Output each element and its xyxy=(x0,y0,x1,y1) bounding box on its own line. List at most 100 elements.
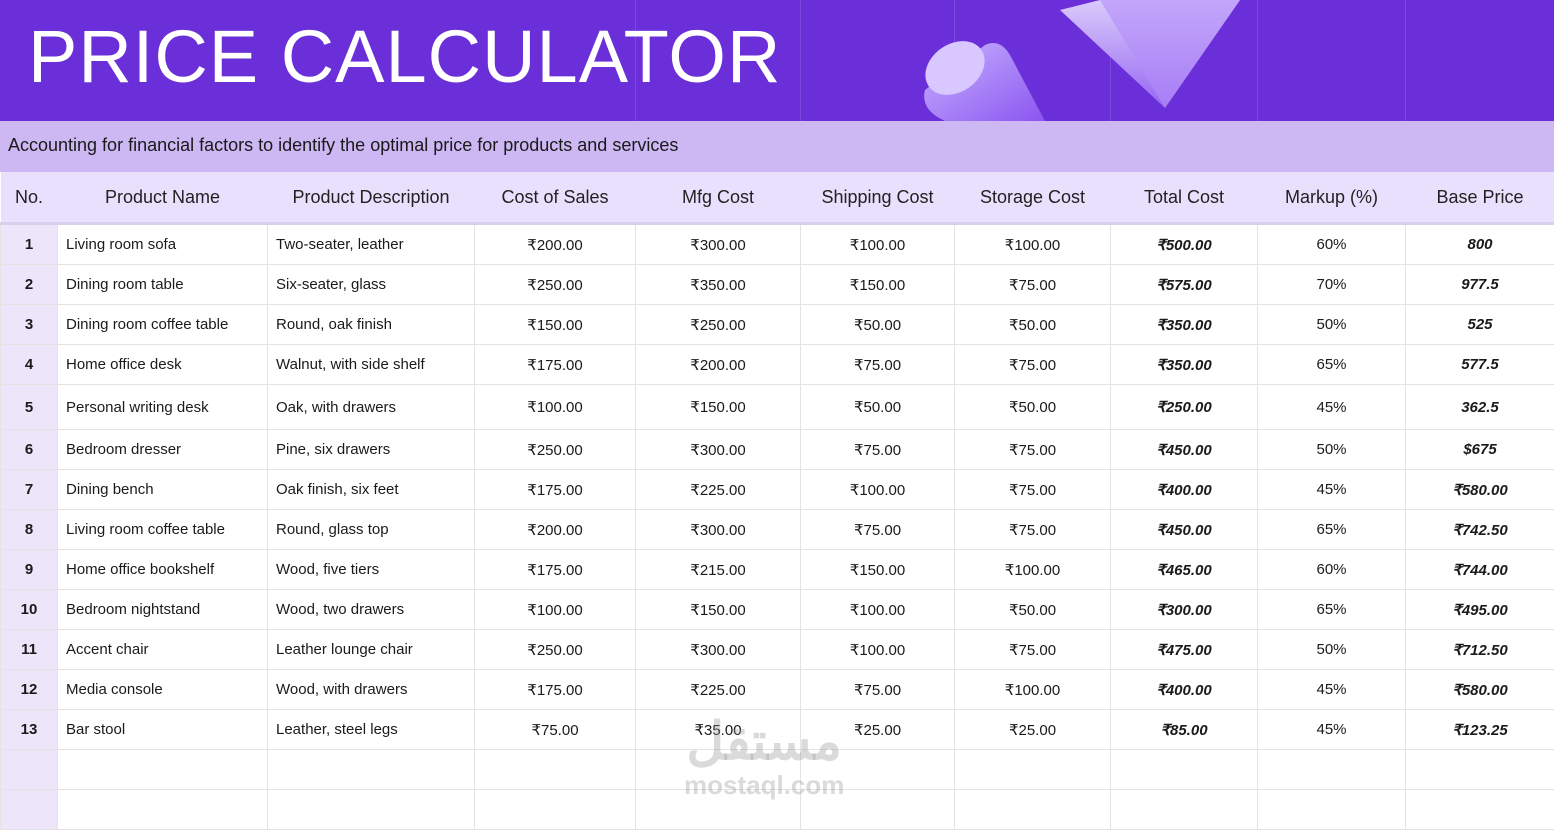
table-cell: 8 xyxy=(1,510,58,550)
table-cell: ₹175.00 xyxy=(475,550,636,590)
table-cell: ₹100.00 xyxy=(801,470,955,510)
table-cell: ₹100.00 xyxy=(955,670,1111,710)
table-cell: 12 xyxy=(1,670,58,710)
column-header: Product Description xyxy=(268,172,475,224)
table-cell: ₹75.00 xyxy=(955,510,1111,550)
subtitle: Accounting for financial factors to iden… xyxy=(8,135,678,156)
empty-cell xyxy=(58,790,268,830)
empty-cell xyxy=(1258,750,1406,790)
table-cell: Leather lounge chair xyxy=(268,630,475,670)
table-cell: ₹75.00 xyxy=(801,430,955,470)
table-cell: ₹580.00 xyxy=(1406,670,1554,710)
table-cell: ₹300.00 xyxy=(1111,590,1258,630)
empty-row xyxy=(1,790,1554,830)
table-cell: Pine, six drawers xyxy=(268,430,475,470)
table-cell: ₹50.00 xyxy=(801,305,955,345)
table-cell: ₹200.00 xyxy=(475,510,636,550)
table-cell: ₹450.00 xyxy=(1111,510,1258,550)
table-cell: 60% xyxy=(1258,550,1406,590)
table-cell: 50% xyxy=(1258,430,1406,470)
table-cell: Living room coffee table xyxy=(58,510,268,550)
column-header: Markup (%) xyxy=(1258,172,1406,224)
table-cell: ₹75.00 xyxy=(475,710,636,750)
empty-cell xyxy=(475,750,636,790)
table-cell: Living room sofa xyxy=(58,224,268,265)
empty-row xyxy=(1,750,1554,790)
table-cell: 5 xyxy=(1,385,58,430)
column-header: Cost of Sales xyxy=(475,172,636,224)
table-cell: 70% xyxy=(1258,265,1406,305)
table-cell: Dining room coffee table xyxy=(58,305,268,345)
table-cell: ₹744.00 xyxy=(1406,550,1554,590)
table-cell: ₹150.00 xyxy=(801,550,955,590)
table-cell: ₹250.00 xyxy=(475,430,636,470)
table-cell: Dining room table xyxy=(58,265,268,305)
table-cell: Round, oak finish xyxy=(268,305,475,345)
table-cell: ₹175.00 xyxy=(475,470,636,510)
table-cell: ₹75.00 xyxy=(955,265,1111,305)
table-cell: ₹50.00 xyxy=(801,385,955,430)
table-cell: ₹250.00 xyxy=(636,305,801,345)
table-cell: 362.5 xyxy=(1406,385,1554,430)
empty-cell xyxy=(268,790,475,830)
table-cell: 7 xyxy=(1,470,58,510)
table-cell: ₹250.00 xyxy=(475,630,636,670)
table-cell: ₹150.00 xyxy=(801,265,955,305)
table-cell: Accent chair xyxy=(58,630,268,670)
table-cell: ₹200.00 xyxy=(636,345,801,385)
table-cell: 50% xyxy=(1258,305,1406,345)
table-cell: 800 xyxy=(1406,224,1554,265)
table-cell: Walnut, with side shelf xyxy=(268,345,475,385)
table-cell: ₹150.00 xyxy=(636,385,801,430)
table-cell: Home office desk xyxy=(58,345,268,385)
table-cell: Wood, with drawers xyxy=(268,670,475,710)
table-cell: Wood, two drawers xyxy=(268,590,475,630)
empty-cell xyxy=(801,750,955,790)
table-cell: 65% xyxy=(1258,590,1406,630)
table-cell: 9 xyxy=(1,550,58,590)
table-cell: Personal writing desk xyxy=(58,385,268,430)
table-cell: ₹400.00 xyxy=(1111,470,1258,510)
table-cell: ₹475.00 xyxy=(1111,630,1258,670)
column-header: No. xyxy=(1,172,58,224)
table-cell: ₹300.00 xyxy=(636,430,801,470)
column-header: Storage Cost xyxy=(955,172,1111,224)
table-cell: ₹123.25 xyxy=(1406,710,1554,750)
table-cell: ₹35.00 xyxy=(636,710,801,750)
table-cell: ₹75.00 xyxy=(801,345,955,385)
table-cell: 977.5 xyxy=(1406,265,1554,305)
table-cell: 2 xyxy=(1,265,58,305)
column-header: Base Price xyxy=(1406,172,1554,224)
empty-cell xyxy=(1,750,58,790)
header: PRICE CALCULATOR xyxy=(0,0,1554,121)
table-cell: ₹350.00 xyxy=(1111,345,1258,385)
table-cell: ₹75.00 xyxy=(801,670,955,710)
table-cell: 45% xyxy=(1258,670,1406,710)
table-cell: 10 xyxy=(1,590,58,630)
column-header: Shipping Cost xyxy=(801,172,955,224)
table-cell: ₹225.00 xyxy=(636,670,801,710)
table-cell: 13 xyxy=(1,710,58,750)
table-cell: ₹175.00 xyxy=(475,345,636,385)
table-cell: ₹175.00 xyxy=(475,670,636,710)
table-cell: ₹50.00 xyxy=(955,385,1111,430)
table-cell: ₹100.00 xyxy=(475,385,636,430)
empty-cell xyxy=(1111,790,1258,830)
table-cell: ₹225.00 xyxy=(636,470,801,510)
table-cell: ₹495.00 xyxy=(1406,590,1554,630)
table-cell: Bedroom dresser xyxy=(58,430,268,470)
table-cell: Media console xyxy=(58,670,268,710)
column-header: Total Cost xyxy=(1111,172,1258,224)
table-cell: 45% xyxy=(1258,470,1406,510)
table-cell: ₹250.00 xyxy=(1111,385,1258,430)
empty-cell xyxy=(636,750,801,790)
table-cell: 65% xyxy=(1258,345,1406,385)
